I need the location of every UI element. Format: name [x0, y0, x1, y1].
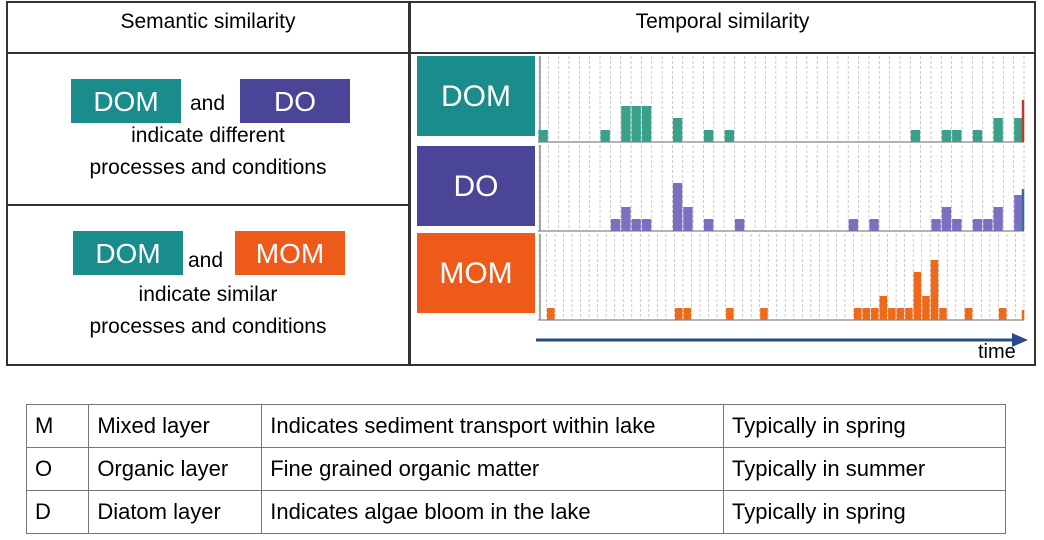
strip-bar [683, 308, 691, 320]
strip-bar [983, 219, 993, 231]
strip-bar [993, 118, 1003, 142]
strip-bar [941, 207, 952, 231]
strip-bar [724, 130, 734, 142]
semantic-similarity-header: Semantic similarity [120, 10, 296, 33]
semantic-row-2-line-2: processes and conditions [89, 315, 327, 338]
strip-bar [910, 130, 921, 142]
strip-bar [734, 219, 745, 231]
strip-bar [631, 106, 641, 142]
layer-legend-table: M Mixed layer Indicates sediment transport… [25, 404, 1006, 534]
strip-bar [879, 296, 888, 320]
strip-bar [703, 130, 714, 142]
time-label: time [978, 341, 1016, 363]
strip-bar [547, 308, 555, 320]
strip-bar [939, 308, 947, 320]
strip-bar [922, 296, 930, 320]
legend-description: Indicates sediment transport within lake [261, 404, 725, 448]
strip-bar [726, 308, 734, 320]
strip-bar [931, 219, 941, 231]
strip-bar [998, 308, 1007, 320]
strip-bar [888, 308, 896, 320]
legend-row: D Diatom layer Indicates algae bloom in th… [25, 490, 1006, 534]
semantic-row-1-connector: and [190, 92, 226, 115]
strip-bar [621, 207, 631, 231]
legend-layer-name: Diatom layer [88, 490, 263, 534]
frame-right [1034, 1, 1036, 366]
strip-bar [972, 130, 983, 142]
strip-bar [896, 308, 905, 320]
legend-layer-name: Mixed layer [88, 404, 263, 448]
temporal-similarity-header: Temporal similarity [635, 10, 810, 33]
frame-left [6, 1, 8, 366]
temporal-row-mom-label: MOM [417, 233, 535, 313]
strip-bar [641, 219, 652, 231]
strip-bar [1014, 118, 1024, 142]
strip-bar [672, 183, 683, 231]
frame-divider-header [6, 52, 1036, 54]
strip-bar [871, 308, 879, 320]
strip-bar [964, 308, 973, 320]
temporal-row-dom-label: DOM [417, 56, 535, 136]
strip-bar [703, 219, 714, 231]
temporal-row-do-label: DO [417, 146, 535, 226]
strip-bar [674, 308, 683, 320]
frame-top [6, 1, 1036, 3]
time-arrow [536, 333, 1028, 347]
strip-bar [941, 130, 952, 142]
strip-bar [538, 130, 548, 142]
strip-bar [1014, 195, 1024, 231]
strip-bar [631, 219, 641, 231]
semantic-row-2-right-box: MOM [235, 231, 345, 275]
strip-bar [869, 219, 879, 231]
frame-bottom [6, 364, 1036, 366]
strip-bar [913, 272, 922, 320]
strip-bar [683, 207, 693, 231]
semantic-row-1-line-1: indicate different [131, 124, 285, 147]
legend-layer-name: Organic layer [88, 447, 263, 491]
legend-code: M [25, 404, 90, 448]
strip-bar [672, 118, 683, 142]
semantic-row-1-right-box: DO [240, 79, 350, 123]
strip-bar [853, 308, 862, 320]
strip-bar [848, 219, 859, 231]
semantic-row-2-line-1: indicate similar [138, 283, 278, 306]
legend-season: Typically in spring [723, 490, 1006, 534]
strip-bar [600, 130, 610, 142]
legend-description: Indicates algae bloom in the lake [261, 490, 725, 534]
frame-divider-semantic [6, 204, 410, 206]
semantic-row-2-left-box: DOM [73, 231, 183, 275]
frame-divider-vertical [408, 1, 411, 366]
legend-code: O [25, 447, 90, 491]
semantic-row-1-left-box: DOM [71, 79, 181, 123]
legend-code: D [25, 490, 90, 534]
semantic-row-1-line-2: processes and conditions [89, 156, 327, 179]
strip-bar [905, 308, 913, 320]
strip-bar [972, 219, 983, 231]
strip-bar [621, 106, 631, 142]
strip-bar [641, 106, 652, 142]
temporal-chart [538, 56, 1025, 321]
strip-bar [610, 219, 621, 231]
legend-season: Typically in spring [723, 404, 1006, 448]
strip-bar [952, 130, 962, 142]
legend-row: O Organic layer Fine grained organic matte… [25, 447, 1006, 491]
strip-bar [930, 260, 939, 320]
strip-bar [952, 219, 962, 231]
strip-bar [760, 308, 768, 320]
legend-row: M Mixed layer Indicates sediment transport… [25, 404, 1006, 448]
semantic-row-2-connector: and [188, 249, 224, 272]
legend-season: Typically in summer [723, 447, 1006, 491]
strip-bar [993, 207, 1003, 231]
legend-description: Fine grained organic matter [261, 447, 725, 491]
strip-bar [862, 308, 871, 320]
